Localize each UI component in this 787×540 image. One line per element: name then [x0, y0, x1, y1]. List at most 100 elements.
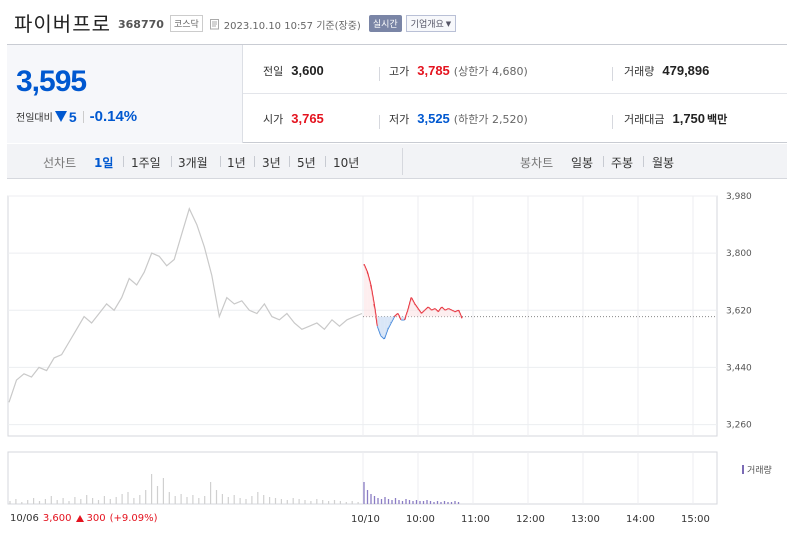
period-daily-candle[interactable]: 일봉 — [571, 156, 594, 170]
caret-down-icon: ▼ — [445, 19, 452, 28]
upper-limit-value: 4,680) — [491, 65, 528, 78]
stock-code: 368770 — [118, 17, 164, 31]
timestamp: 2023.10.10 10:57 기준(장중) — [223, 20, 361, 32]
divider — [612, 115, 613, 129]
stat-prev-close: 전일 3,600 — [263, 63, 324, 79]
x-tick-label: 13:00 — [571, 514, 600, 525]
y-tick-label: 3,980 — [726, 192, 752, 202]
stat-value: 479,896 — [662, 63, 710, 78]
today-price-segment — [380, 335, 385, 340]
today-above-fill — [367, 272, 371, 317]
today-price-segment — [424, 306, 429, 311]
prev-day-close: 3,600 — [42, 513, 72, 524]
y-tick-label: 3,800 — [726, 249, 752, 259]
period-3m[interactable]: 3개월 — [178, 156, 208, 170]
today-above-fill — [441, 307, 446, 317]
today-above-fill — [434, 308, 439, 317]
x-tick-label: 11:00 — [461, 514, 490, 525]
divider — [612, 67, 613, 81]
today-above-fill — [445, 308, 449, 317]
down-arrow-icon — [54, 111, 67, 122]
stat-label: 거래량 — [624, 65, 655, 78]
chart-canvas: 3,980 3,800 3,620 3,440 3,260 10/10 10:00 11:00… — [7, 192, 752, 525]
period-selector: 선차트 1일 1주일 3개월 1년 3년 5년 10년 봉차트 일봉 주봉 월봉 — [7, 144, 787, 179]
stock-name: 파이버프로 — [14, 11, 111, 36]
today-below-fill — [391, 316, 395, 323]
volume-legend: 거래량 — [742, 463, 772, 476]
up-arrow-icon — [76, 515, 85, 522]
today-above-fill — [451, 310, 456, 317]
document-icon — [209, 18, 221, 30]
stat-unit: 백만 — [707, 113, 728, 126]
today-above-fill — [458, 310, 462, 319]
period-1d[interactable]: 1일 — [94, 156, 114, 170]
divider — [123, 156, 124, 167]
stat-value: 1,750 — [672, 111, 706, 126]
stat-label: 저가 — [389, 113, 410, 126]
today-price-segment — [376, 325, 382, 336]
prev-day-date: 10/06 — [10, 513, 39, 524]
today-above-fill — [431, 308, 435, 317]
x-tick-label: 10:00 — [406, 514, 435, 525]
period-monthly-candle[interactable]: 월봉 — [652, 156, 675, 170]
period-5y[interactable]: 5년 — [297, 156, 316, 170]
today-below-fill — [387, 316, 392, 330]
divider — [402, 148, 403, 175]
period-1w[interactable]: 1주일 — [131, 156, 161, 170]
y-tick-label: 3,260 — [726, 421, 752, 431]
x-tick-label: 15:00 — [681, 514, 710, 525]
stat-label: 고가 — [389, 65, 410, 78]
today-above-fill — [448, 308, 452, 317]
divider — [325, 156, 326, 167]
stat-amount: 거래대금 1,750 백만 — [624, 111, 727, 127]
period-1y[interactable]: 1년 — [227, 156, 246, 170]
today-price-segment — [437, 306, 443, 313]
today-above-fill — [370, 284, 375, 317]
stat-label: 시가 — [263, 113, 284, 126]
stat-value: 3,765 — [291, 111, 324, 126]
stat-value: 3,785 — [417, 63, 450, 78]
today-price-segment — [448, 308, 453, 311]
today-below-fill — [380, 316, 385, 339]
divider — [254, 156, 255, 167]
company-overview-label: 기업개요 — [410, 20, 444, 30]
lower-limit-value: 2,520) — [491, 113, 528, 126]
company-overview-button[interactable]: 기업개요 ▼ — [405, 15, 457, 32]
today-price-segment — [366, 272, 372, 286]
divider — [82, 110, 84, 123]
change-label: 전일대비 — [16, 113, 53, 124]
today-above-fill — [455, 310, 459, 317]
divider — [643, 156, 644, 167]
today-above-fill — [421, 310, 425, 317]
stat-label: 거래대금 — [624, 113, 665, 126]
today-above-fill — [414, 303, 419, 317]
today-above-fill — [374, 303, 378, 327]
period-10y[interactable]: 10년 — [333, 156, 360, 170]
realtime-badge[interactable]: 실시간 — [368, 15, 402, 32]
today-below-fill — [384, 316, 388, 339]
today-above-fill — [418, 308, 422, 317]
stat-high: 고가 3,785 (상한가 4,680) — [389, 63, 528, 79]
upper-limit-label: (상한가 — [453, 65, 489, 78]
period-weekly-candle[interactable]: 주봉 — [611, 156, 634, 170]
divider — [379, 67, 380, 81]
row-divider — [243, 93, 787, 94]
today-price-segment — [383, 329, 389, 340]
prev-day-change: 300 — [86, 513, 106, 524]
divider — [220, 156, 221, 167]
today-below-fill — [377, 316, 381, 336]
current-price: 3,595 — [16, 65, 87, 98]
y-tick-label: 3,620 — [726, 306, 752, 316]
volume-legend-label: 거래량 — [747, 466, 772, 476]
price-chart[interactable]: 3,980 3,800 3,620 3,440 3,260 10/10 10:00 11:00… — [0, 179, 787, 540]
stat-low: 저가 3,525 (하한가 2,520) — [389, 111, 528, 127]
today-below-fill — [401, 316, 405, 320]
today-above-fill — [397, 313, 402, 320]
change-percent: -0.14% — [89, 108, 138, 125]
prev-day-change-pct: (+9.09%) — [109, 513, 158, 524]
today-above-fill — [438, 307, 442, 317]
stat-open: 시가 3,765 — [263, 111, 324, 127]
current-price-box: 3,595 전일대비 5 -0.14% — [7, 45, 243, 143]
line-chart-label: 선차트 — [43, 156, 77, 170]
period-3y[interactable]: 3년 — [262, 156, 281, 170]
